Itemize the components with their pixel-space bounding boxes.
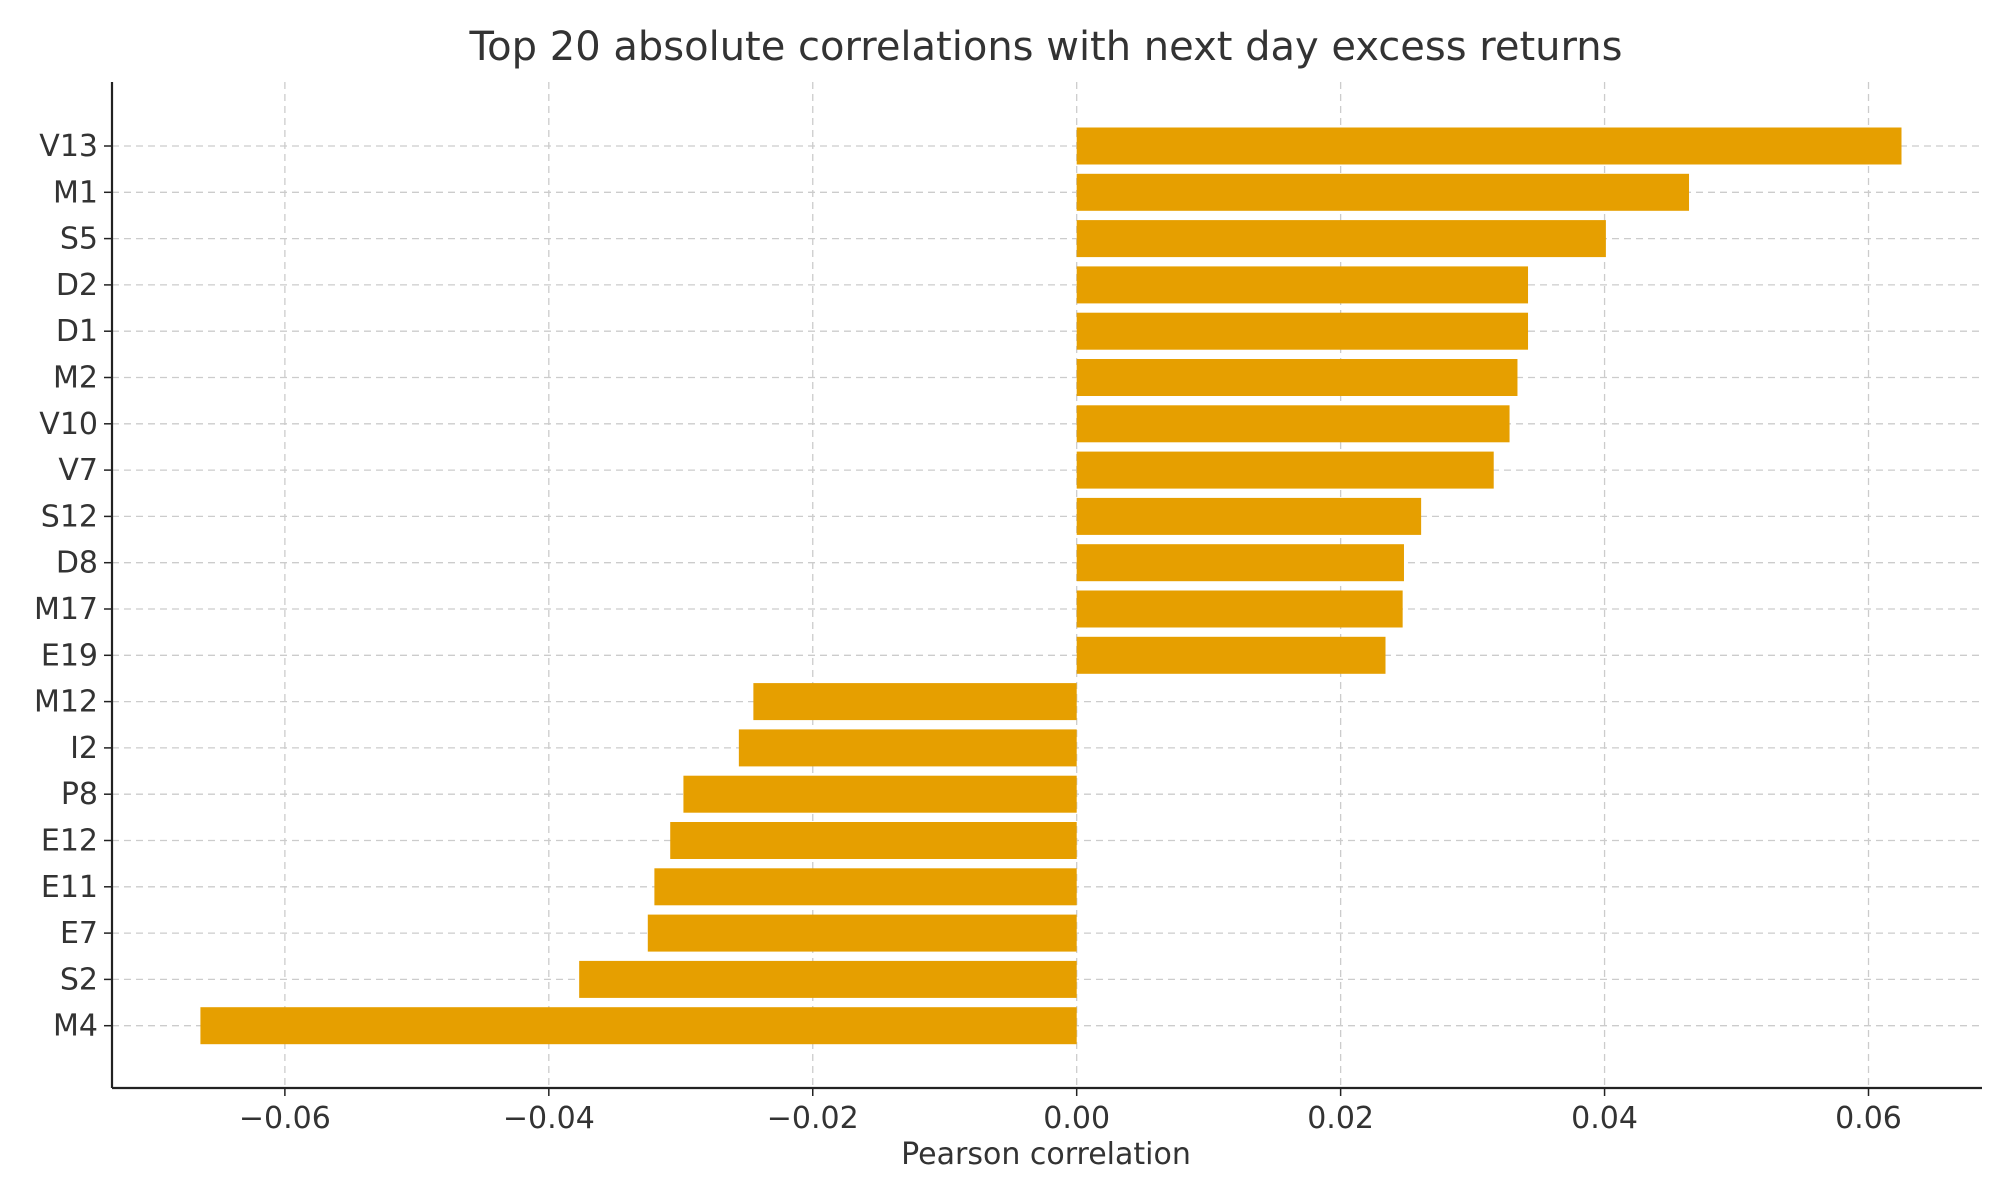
bar-e7 — [647, 914, 1077, 952]
y-tick-label: E7 — [60, 916, 98, 951]
bar-m1 — [1076, 173, 1690, 211]
x-tick-label: −0.02 — [767, 1101, 859, 1136]
y-tick-label: P8 — [61, 777, 98, 812]
bar-s5 — [1076, 220, 1606, 258]
x-tick-label: 0.06 — [1835, 1101, 1902, 1136]
y-tick-label: D8 — [56, 546, 98, 581]
bar-v10 — [1076, 405, 1510, 443]
bar-p8 — [683, 775, 1077, 813]
bar-i2 — [738, 729, 1077, 767]
y-tick-label: M2 — [53, 361, 98, 396]
y-tick-label: S2 — [60, 962, 98, 997]
y-tick-label: D2 — [56, 268, 98, 303]
y-tick-label: M4 — [53, 1009, 98, 1044]
bar-v13 — [1076, 127, 1902, 165]
bar-e19 — [1076, 636, 1386, 674]
y-tick-label: V10 — [39, 407, 98, 442]
bar-m17 — [1076, 590, 1403, 628]
y-tick-label: S12 — [41, 499, 98, 534]
y-tick-label: E12 — [41, 824, 98, 859]
y-tick-label: D1 — [56, 314, 98, 349]
bar-d2 — [1076, 266, 1529, 304]
x-tick-labels: −0.06 −0.04 −0.02 0.00 0.02 0.04 0.06 — [239, 1101, 1902, 1136]
bar-m4 — [200, 1007, 1077, 1045]
y-tick-label: V13 — [39, 129, 98, 164]
bar-d1 — [1076, 312, 1529, 350]
bar-v7 — [1076, 451, 1494, 489]
y-tick-label: M1 — [53, 175, 98, 210]
bar-e11 — [654, 868, 1077, 906]
bar-d8 — [1076, 544, 1404, 582]
y-tick-label: V7 — [58, 453, 98, 488]
bar-m12 — [753, 683, 1077, 721]
chart-title: Top 20 absolute correlations with next d… — [469, 24, 1623, 70]
y-tick-label: S5 — [60, 222, 98, 257]
y-tick-label: M12 — [34, 685, 98, 720]
x-axis-label: Pearson correlation — [901, 1137, 1191, 1172]
x-tick-label: 0.00 — [1043, 1101, 1110, 1136]
x-tick-label: −0.04 — [503, 1101, 595, 1136]
bar-m2 — [1076, 359, 1518, 396]
y-tick-labels: V13 M1 S5 D2 D1 M2 V10 V7 S12 D8 M17 E19 M12 I2 P8 E12 E… — [34, 129, 98, 1044]
y-tick-label: E19 — [41, 638, 98, 673]
axes — [104, 82, 1982, 1096]
bar-s12 — [1076, 497, 1422, 535]
y-tick-label: I2 — [70, 731, 98, 766]
bars — [200, 127, 1902, 1045]
x-tick-label: 0.04 — [1571, 1101, 1638, 1136]
y-tick-label: M17 — [34, 592, 98, 627]
y-tick-label: E11 — [41, 870, 98, 905]
x-tick-label: −0.06 — [239, 1101, 331, 1136]
bar-e12 — [670, 822, 1077, 859]
x-tick-label: 0.02 — [1307, 1101, 1374, 1136]
bar-s2 — [579, 960, 1077, 998]
